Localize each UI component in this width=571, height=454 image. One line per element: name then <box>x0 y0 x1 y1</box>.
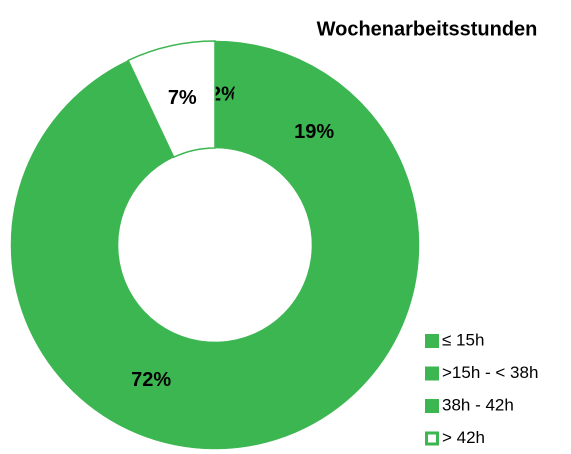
legend-swatch <box>425 399 439 413</box>
donut-slice <box>127 40 216 159</box>
legend-label: > 42h <box>442 428 485 447</box>
donut-slice <box>226 42 413 222</box>
legend-label: 38h - 42h <box>442 395 514 414</box>
data-label: 19% <box>294 121 334 143</box>
data-label: 7% <box>168 87 197 109</box>
legend-swatch <box>425 366 439 381</box>
chart-title: Wochenarbeitsstunden <box>317 18 538 40</box>
data-label: 2% <box>210 84 239 106</box>
data-label: 72% <box>131 369 171 391</box>
legend-label: ≤ 15h <box>442 330 484 349</box>
legend-label: >15h - < 38h <box>442 363 538 382</box>
legend-swatch <box>425 431 439 446</box>
donut-slice <box>10 60 420 450</box>
legend-swatch <box>425 334 439 348</box>
